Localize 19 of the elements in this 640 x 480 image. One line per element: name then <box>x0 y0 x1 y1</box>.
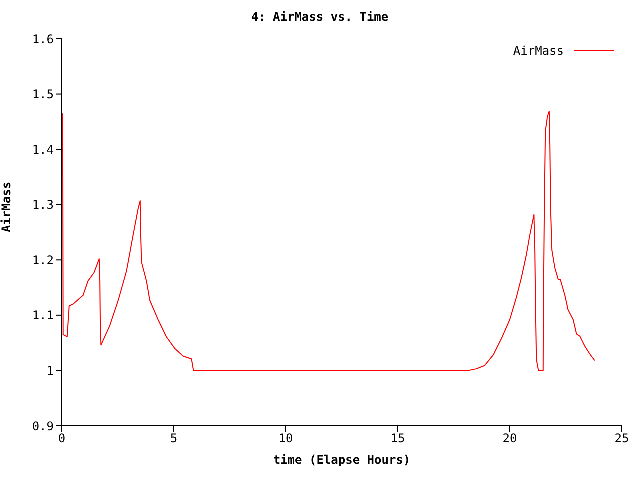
y-axis-title: AirMass <box>0 182 14 232</box>
x-tick-label: 5 <box>170 432 178 446</box>
y-tick-label: 1.1 <box>32 308 54 323</box>
y-tick-label: 1.3 <box>32 198 54 212</box>
y-tick-label: 1.2 <box>32 253 54 268</box>
x-tick-label: 15 <box>390 432 406 446</box>
legend-label: AirMass <box>513 44 564 58</box>
y-tick-label: 1 <box>46 364 54 378</box>
x-tick-label: 10 <box>278 432 294 446</box>
x-tick-label: 20 <box>502 432 518 446</box>
line-series <box>62 110 596 372</box>
x-tick-label: 25 <box>614 432 630 446</box>
x-axis-title: time (Elapse Hours) <box>273 453 411 467</box>
y-tick-label: 0.9 <box>32 419 54 434</box>
x-tick-label: 0 <box>58 432 66 446</box>
y-tick-label: 1.4 <box>32 142 54 157</box>
y-tick-label: 1.6 <box>32 32 54 46</box>
chart-title: 4: AirMass vs. Time <box>250 10 390 24</box>
y-tick-label: 1.5 <box>32 88 54 102</box>
